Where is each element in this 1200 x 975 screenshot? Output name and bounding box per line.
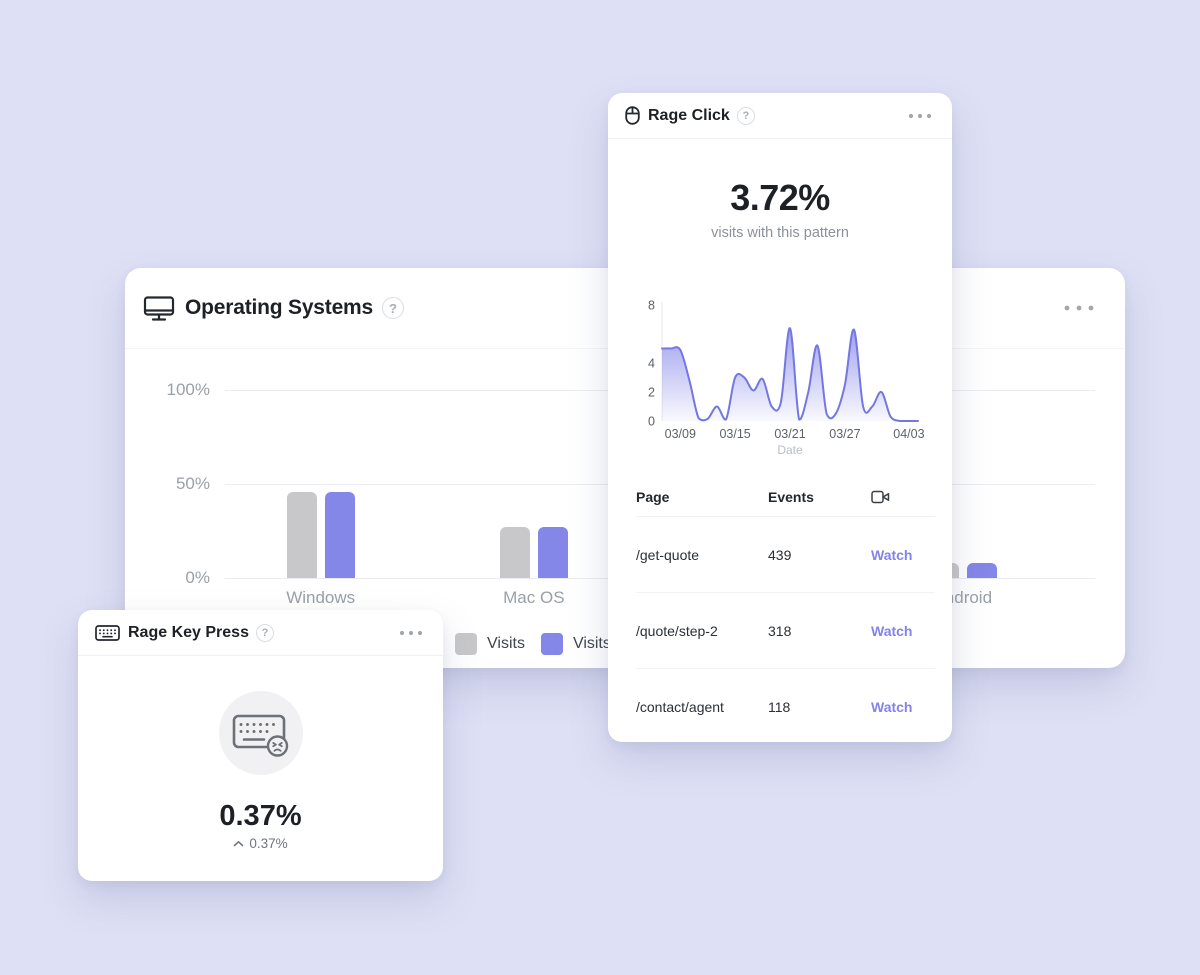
y-axis-tick-label: 50% xyxy=(175,474,210,493)
x-tick-label: 03/15 xyxy=(719,427,750,441)
legend-label: Visits xyxy=(487,635,525,652)
y-tick-label: 2 xyxy=(648,386,655,400)
rage-click-table: Page Events /get-quote 439 Watch/quote/ste… xyxy=(636,478,935,742)
events-cell: 318 xyxy=(768,622,792,639)
y-tick-label: 8 xyxy=(648,299,655,313)
chevron-up-icon xyxy=(233,840,244,847)
rage-key-press-title: Rage Key Press xyxy=(128,623,249,641)
os-card-title: Operating Systems xyxy=(185,296,373,319)
x-ticks: 03/09 03/15 03/21 03/27 04/03 xyxy=(665,427,925,441)
action-cell: Watch xyxy=(871,623,935,639)
ellipsis-menu-icon[interactable] xyxy=(908,113,932,119)
table-row: /get-quote 439 Watch xyxy=(636,517,935,593)
y-axis-tick-label: 100% xyxy=(166,380,210,399)
rage-key-press-header: Rage Key Press ? xyxy=(78,610,443,656)
legend-item[interactable]: Visits xyxy=(540,633,611,655)
rage-click-area-chart[interactable]: 0 2 4 8 03/09 03/15 03/21 03/27 04/03 Date xyxy=(638,298,934,458)
bar-visits-windows[interactable] xyxy=(324,491,355,578)
watch-link[interactable]: Watch xyxy=(871,546,913,563)
help-icon[interactable]: ? xyxy=(382,297,404,319)
rage-click-subtitle: visits with this pattern xyxy=(711,225,849,241)
table-row: /contact/agent 118 Watch xyxy=(636,669,935,742)
legend-swatch xyxy=(455,633,477,655)
rage-click-value: 3.72% xyxy=(730,177,830,218)
table-row: /quote/step-2 318 Watch xyxy=(636,593,935,669)
monitor-icon xyxy=(143,295,175,322)
page-cell: /get-quote xyxy=(636,546,700,563)
x-axis-label: Date xyxy=(777,443,803,457)
page-cell: /quote/step-2 xyxy=(636,622,718,639)
action-cell: Watch xyxy=(871,547,935,563)
bar-visits-windows[interactable] xyxy=(286,491,317,578)
rage-click-title: Rage Click xyxy=(648,106,730,124)
rage-click-header: Rage Click ? xyxy=(608,93,952,139)
watch-link[interactable]: Watch xyxy=(871,698,913,715)
help-icon[interactable]: ? xyxy=(255,623,274,642)
column-header-events: Events xyxy=(768,489,814,505)
area-line xyxy=(661,327,919,422)
mouse-icon xyxy=(625,106,640,125)
os-chart-legend: Visits Visits xyxy=(455,633,611,655)
y-ticks: 0 2 4 8 xyxy=(648,299,655,429)
rage-click-table-body: /get-quote 439 Watch/quote/step-2 318 Watch /… xyxy=(636,517,935,742)
ellipsis-menu-icon[interactable] xyxy=(399,630,423,636)
keyboard-icon xyxy=(95,624,120,642)
bar-visits-mac-os[interactable] xyxy=(537,527,568,578)
category-label-windows: Windows xyxy=(286,588,356,607)
bar-visits-android[interactable] xyxy=(966,562,997,578)
rage-key-press-trend: 0.37% xyxy=(78,836,443,851)
events-cell: 118 xyxy=(768,698,791,715)
x-tick-label: 04/03 xyxy=(893,427,924,441)
column-header-page: Page xyxy=(636,489,670,505)
x-tick-label: 03/09 xyxy=(665,427,696,441)
y-axis-tick-label: 0% xyxy=(185,568,210,587)
bar-group-windows xyxy=(286,491,355,578)
legend-item[interactable]: Visits xyxy=(455,633,525,655)
watch-link[interactable]: Watch xyxy=(871,622,913,639)
rage-key-press-value: 0.37% xyxy=(219,800,302,832)
ellipsis-menu-icon[interactable] xyxy=(1063,305,1095,311)
legend-label: Visits xyxy=(572,635,611,652)
x-tick-label: 03/21 xyxy=(774,427,805,441)
bar-group-mac-os xyxy=(499,527,568,578)
rage-key-press-illustration xyxy=(218,691,303,775)
table-header-row: Page Events xyxy=(636,478,935,517)
y-tick-label: 0 xyxy=(648,415,655,429)
video-camera-icon xyxy=(871,490,890,504)
bar-visits-mac-os[interactable] xyxy=(499,527,530,578)
legend-swatch xyxy=(540,633,563,655)
page-cell: /contact/agent xyxy=(636,698,724,715)
area-fill xyxy=(662,328,918,421)
x-tick-label: 03/27 xyxy=(829,427,860,441)
action-cell: Watch xyxy=(871,699,935,715)
help-icon[interactable]: ? xyxy=(736,106,755,125)
angry-keyboard-icon xyxy=(231,709,291,757)
rage-click-card: Rage Click ? 3.72% visits with this patt… xyxy=(608,93,952,742)
events-cell: 439 xyxy=(768,546,792,563)
category-label-mac-os: Mac OS xyxy=(503,588,565,607)
trend-value: 0.37% xyxy=(249,836,288,851)
y-tick-label: 4 xyxy=(648,357,655,371)
rage-key-press-card: Rage Key Press ? 0.37% xyxy=(78,610,443,881)
